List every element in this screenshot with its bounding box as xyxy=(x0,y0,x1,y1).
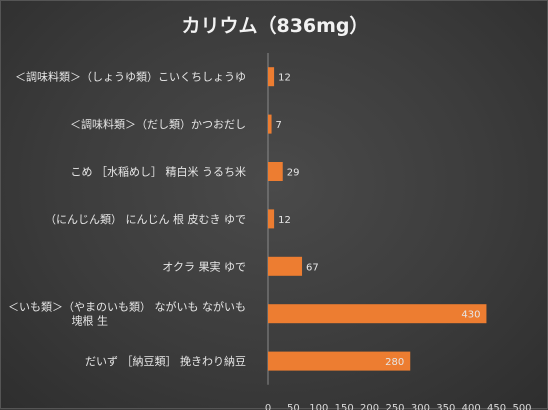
bar-2 xyxy=(268,162,283,181)
value-label-2: 29 xyxy=(287,168,300,179)
value-label-6: 280 xyxy=(385,357,404,368)
value-label-5: 430 xyxy=(461,310,480,321)
x-tick-label-4: 200 xyxy=(360,403,379,410)
category-label-3: （にんじん類） にんじん 根 皮むき ゆで xyxy=(45,212,246,226)
x-tick-label-5: 250 xyxy=(385,403,404,410)
category-label-1: ＜調味料類＞（だし類）かつおだし xyxy=(70,117,246,131)
bar-1 xyxy=(268,114,272,134)
x-tick-label-6: 300 xyxy=(411,403,430,410)
x-tick-label-9: 450 xyxy=(487,403,506,410)
x-tick-label-8: 400 xyxy=(462,403,481,410)
x-tick-label-1: 50 xyxy=(287,403,300,410)
category-label-2: こめ ［水稲めし］ 精白米 うるち米 xyxy=(71,165,247,179)
category-label-6: だいず ［納豆類］ 挽きわり納豆 xyxy=(85,354,246,368)
x-tick-label-3: 150 xyxy=(335,403,354,410)
value-label-3: 12 xyxy=(278,215,291,226)
value-label-0: 12 xyxy=(278,73,291,84)
bar-5 xyxy=(268,304,487,324)
x-tick-label-0: 0 xyxy=(265,403,271,410)
category-label-0: ＜調味料類＞（しょうゆ類）こいくちしょうゆ xyxy=(15,70,246,84)
value-label-4: 67 xyxy=(306,262,319,273)
chart-title: カリウム（836mg） xyxy=(181,15,369,37)
category-label-4: オクラ 果実 ゆで xyxy=(162,259,246,273)
x-tick-label-7: 350 xyxy=(436,403,455,410)
value-label-1: 7 xyxy=(276,120,282,131)
category-label-5: ＜いも類＞（やまのいも類） ながいも ながいも塊根 生 xyxy=(8,300,246,328)
x-tick-label-10: 500 xyxy=(512,403,531,410)
bar-4 xyxy=(268,256,303,276)
x-tick-label-2: 100 xyxy=(309,403,328,410)
bar-3 xyxy=(268,209,275,229)
bar-6 xyxy=(268,351,411,371)
bar-0 xyxy=(268,67,275,87)
